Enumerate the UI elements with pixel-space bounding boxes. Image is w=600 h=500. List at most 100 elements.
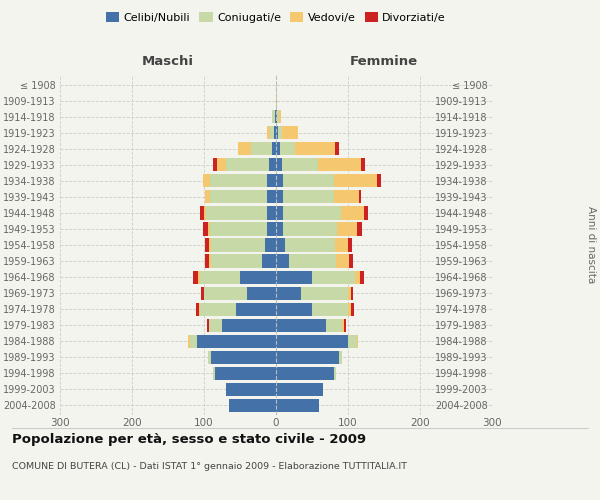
- Bar: [188, 334, 190, 348]
- Bar: [247, 286, 276, 300]
- Bar: [276, 142, 280, 156]
- Bar: [197, 334, 276, 348]
- Bar: [276, 366, 334, 380]
- Bar: [364, 206, 368, 220]
- Bar: [251, 142, 272, 156]
- Bar: [193, 270, 197, 283]
- Bar: [349, 254, 353, 268]
- Bar: [355, 270, 359, 283]
- Bar: [268, 174, 276, 188]
- Bar: [282, 126, 298, 140]
- Bar: [358, 222, 362, 235]
- Bar: [279, 110, 281, 124]
- Bar: [276, 190, 283, 203]
- Bar: [236, 302, 276, 316]
- Bar: [199, 302, 200, 316]
- Bar: [275, 110, 276, 124]
- Bar: [203, 174, 210, 188]
- Bar: [335, 142, 340, 156]
- Bar: [200, 270, 240, 283]
- Bar: [211, 238, 265, 252]
- Bar: [209, 238, 211, 252]
- Bar: [265, 238, 276, 252]
- Bar: [348, 238, 352, 252]
- Text: Anni di nascita: Anni di nascita: [586, 206, 596, 284]
- Bar: [359, 270, 364, 283]
- Text: COMUNE DI BUTERA (CL) - Dati ISTAT 1° gennaio 2009 - Elaborazione TUTTITALIA.IT: COMUNE DI BUTERA (CL) - Dati ISTAT 1° ge…: [12, 462, 407, 471]
- Bar: [205, 254, 209, 268]
- Bar: [276, 110, 277, 124]
- Bar: [348, 302, 351, 316]
- Bar: [206, 206, 268, 220]
- Bar: [212, 366, 215, 380]
- Bar: [334, 174, 377, 188]
- Bar: [209, 318, 222, 332]
- Bar: [283, 206, 341, 220]
- Bar: [204, 206, 206, 220]
- Bar: [334, 366, 336, 380]
- Bar: [278, 126, 282, 140]
- Bar: [276, 383, 323, 396]
- Bar: [276, 238, 284, 252]
- Bar: [268, 190, 276, 203]
- Text: Maschi: Maschi: [142, 55, 194, 68]
- Bar: [276, 174, 283, 188]
- Bar: [204, 286, 247, 300]
- Bar: [208, 222, 210, 235]
- Bar: [276, 222, 283, 235]
- Bar: [334, 190, 359, 203]
- Bar: [270, 126, 274, 140]
- Bar: [318, 158, 361, 172]
- Bar: [276, 270, 312, 283]
- Bar: [348, 334, 356, 348]
- Bar: [200, 302, 236, 316]
- Bar: [295, 142, 335, 156]
- Bar: [276, 302, 312, 316]
- Bar: [351, 286, 353, 300]
- Bar: [277, 110, 279, 124]
- Bar: [326, 318, 342, 332]
- Bar: [208, 350, 211, 364]
- Bar: [222, 318, 276, 332]
- Bar: [337, 222, 358, 235]
- Bar: [276, 158, 282, 172]
- Bar: [211, 350, 276, 364]
- Bar: [205, 238, 209, 252]
- Bar: [283, 190, 334, 203]
- Bar: [276, 94, 277, 107]
- Bar: [229, 399, 276, 412]
- Bar: [377, 174, 381, 188]
- Bar: [262, 254, 276, 268]
- Bar: [268, 206, 276, 220]
- Bar: [214, 158, 217, 172]
- Bar: [301, 286, 348, 300]
- Bar: [289, 254, 336, 268]
- Bar: [356, 334, 358, 348]
- Bar: [312, 302, 348, 316]
- Bar: [276, 206, 283, 220]
- Text: Femmine: Femmine: [350, 55, 418, 68]
- Bar: [217, 158, 226, 172]
- Bar: [361, 158, 365, 172]
- Bar: [272, 142, 276, 156]
- Bar: [203, 222, 208, 235]
- Bar: [269, 158, 276, 172]
- Bar: [276, 126, 278, 140]
- Bar: [340, 350, 342, 364]
- Bar: [341, 206, 364, 220]
- Bar: [201, 286, 204, 300]
- Bar: [197, 270, 200, 283]
- Bar: [284, 238, 335, 252]
- Bar: [276, 254, 289, 268]
- Bar: [209, 254, 211, 268]
- Bar: [272, 110, 275, 124]
- Bar: [274, 126, 276, 140]
- Bar: [276, 350, 340, 364]
- Bar: [215, 366, 276, 380]
- Bar: [283, 222, 337, 235]
- Bar: [276, 399, 319, 412]
- Bar: [210, 222, 268, 235]
- Bar: [210, 190, 268, 203]
- Bar: [282, 158, 318, 172]
- Bar: [348, 286, 351, 300]
